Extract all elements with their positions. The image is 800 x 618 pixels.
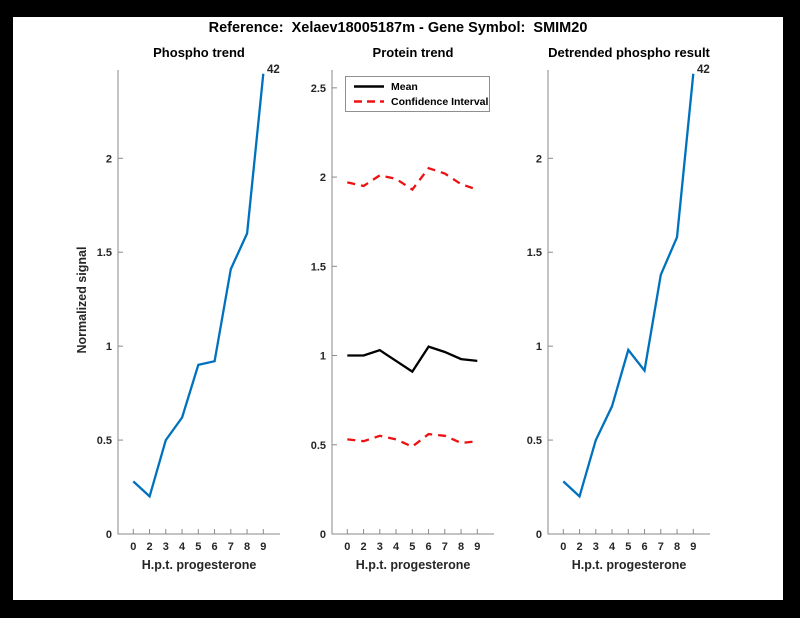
subplot-title-protein-trend: Protein trend	[372, 45, 454, 60]
subplot-title-detrended-result: Detrended phospho result	[548, 45, 710, 60]
series-line-confidence-interval-upper	[347, 166, 478, 192]
x-tick-label: 7	[658, 541, 664, 553]
y-tick-label: 0	[320, 529, 326, 541]
y-tick-label: 1	[320, 351, 326, 363]
x-tick-label: 2	[360, 541, 366, 553]
x-tick-label: 9	[690, 541, 696, 553]
mean-line-sample-icon	[354, 85, 384, 88]
figure-canvas: Reference: Xelaev18005187m - Gene Symbol…	[13, 17, 783, 600]
x-tick-label: 3	[163, 541, 169, 553]
series-line-mean	[347, 345, 478, 374]
subplot-title-phospho-trend: Phospho trend	[153, 45, 245, 60]
confidence-interval-line-sample-icon	[354, 100, 384, 103]
plots-svg: 0 2 3 4 5 6 7 8 900.511.520 2 3 4 5 6 7 8 900.511.522.50…	[97, 70, 710, 553]
legend-label-mean: Mean	[391, 80, 418, 93]
y-tick-label: 0.5	[97, 435, 112, 447]
y-tick-label: 1.5	[311, 261, 326, 273]
y-tick-label: 2.5	[311, 83, 326, 95]
x-tick-label: 0	[560, 541, 566, 553]
x-tick-label: 4	[393, 541, 400, 553]
y-tick-label: 1.5	[527, 247, 542, 259]
x-tick-label: 0	[130, 541, 136, 553]
end-point-annotation: 42	[267, 64, 280, 76]
y-tick-label: 1	[536, 341, 542, 353]
legend-box: Mean Confidence Interval	[345, 76, 490, 112]
y-tick-label: 0.5	[311, 440, 326, 452]
x-tick-label: 7	[228, 541, 234, 553]
axes-frame	[331, 70, 494, 535]
x-tick-label: 2	[146, 541, 152, 553]
x-tick-label: 5	[625, 541, 631, 553]
x-axis-label: H.p.t. progesterone	[355, 558, 471, 572]
x-tick-label: 4	[609, 541, 616, 553]
x-tick-label: 5	[195, 541, 201, 553]
x-tick-label: 4	[179, 541, 186, 553]
x-tick-label: 7	[442, 541, 448, 553]
x-axis-label: H.p.t. progesterone	[141, 558, 257, 572]
x-tick-label: 3	[377, 541, 383, 553]
legend-row-confidence-interval: Confidence Interval	[354, 96, 489, 108]
x-tick-label: 8	[244, 541, 250, 553]
series-line-detrended-phospho	[562, 73, 695, 499]
x-tick-label: 5	[409, 541, 415, 553]
y-tick-label: 1	[106, 341, 112, 353]
y-tick-label: 0.5	[527, 435, 542, 447]
x-tick-label: 6	[425, 541, 431, 553]
x-tick-label: 6	[211, 541, 217, 553]
x-tick-label: 2	[576, 541, 582, 553]
y-tick-label: 0	[536, 529, 542, 541]
y-tick-label: 2	[106, 153, 112, 165]
y-tick-label: 0	[106, 529, 112, 541]
y-tick-label: 2	[536, 153, 542, 165]
x-tick-label: 8	[458, 541, 464, 553]
figure-title: Reference: Xelaev18005187m - Gene Symbol…	[208, 20, 588, 36]
legend-row-mean: Mean	[354, 81, 489, 93]
end-point-annotation: 42	[697, 64, 710, 76]
x-tick-label: 3	[593, 541, 599, 553]
y-tick-label: 2	[320, 172, 326, 184]
series-line-phospho	[132, 73, 265, 499]
x-tick-label: 9	[260, 541, 266, 553]
x-tick-label: 8	[674, 541, 680, 553]
x-tick-label: 6	[641, 541, 647, 553]
x-tick-label: 0	[344, 541, 350, 553]
y-tick-label: 1.5	[97, 247, 112, 259]
x-tick-label: 9	[474, 541, 480, 553]
legend-label-confidence-interval: Confidence Interval	[391, 95, 489, 108]
series-line-confidence-interval-lower	[347, 432, 478, 448]
x-axis-label: H.p.t. progesterone	[571, 558, 687, 572]
